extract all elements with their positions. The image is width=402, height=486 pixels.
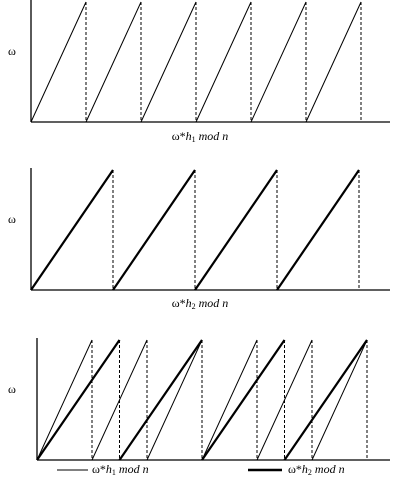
curve-line [36,339,121,461]
curve-line [36,339,93,461]
curve-line [311,339,368,461]
curve-line [283,339,368,461]
curve-line [201,339,258,461]
formula-var: h [186,129,192,143]
formula-label: ω*h1 mod n [172,129,229,144]
formula-tail: mod n [199,296,229,310]
curve-line [118,339,203,461]
y-axis-label: ω [8,44,16,58]
y-axis-label: ω [8,382,16,396]
curve-line [30,1,87,123]
formula-var: h [302,462,308,476]
curve-line [140,1,197,123]
formula-var: h [106,462,112,476]
formula-head: ω* [172,296,186,310]
curve-line [201,339,286,461]
curve-line [146,339,203,461]
formula-label: ω*h1 mod n [92,462,149,477]
formula-head: ω* [172,129,186,143]
curve-line [30,169,114,291]
curve-line [276,169,360,291]
formula-tail: mod n [315,462,345,476]
formula-tail: mod n [119,462,149,476]
curve-line [85,1,142,123]
y-axis-label: ω [8,212,16,226]
formula-tail: mod n [199,129,229,143]
formula-var: h [186,296,192,310]
formula-sub: 1 [112,468,116,477]
formula-label: ω*h2 mod n [288,462,345,477]
curve-line [112,169,196,291]
formula-head: ω* [92,462,106,476]
curve-line [305,1,362,123]
formula-head: ω* [288,462,302,476]
formula-sub: 2 [192,302,196,311]
formula-sub: 2 [308,468,312,477]
formula-label: ω*h2 mod n [172,296,229,311]
formula-sub: 1 [192,135,196,144]
curve-line [250,1,307,123]
curve-line [195,1,252,123]
curve-line [194,169,278,291]
